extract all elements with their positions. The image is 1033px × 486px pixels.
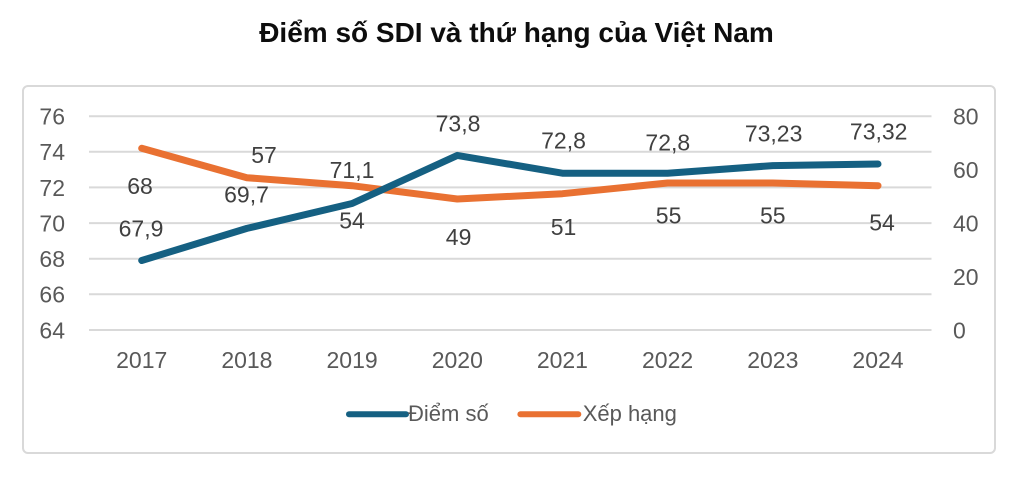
svg-text:20: 20 [953,264,979,290]
svg-text:72,8: 72,8 [541,127,586,153]
svg-text:2024: 2024 [852,347,903,373]
svg-text:73,23: 73,23 [745,120,803,146]
svg-text:71,1: 71,1 [330,157,375,183]
svg-text:2018: 2018 [221,347,272,373]
svg-text:2023: 2023 [747,347,798,373]
svg-text:51: 51 [551,214,577,240]
svg-text:73,32: 73,32 [850,119,908,145]
svg-text:2021: 2021 [537,347,588,373]
svg-text:2020: 2020 [432,347,483,373]
svg-text:54: 54 [339,208,365,234]
svg-text:80: 80 [953,104,979,130]
svg-text:2022: 2022 [642,347,693,373]
svg-text:66: 66 [39,282,65,308]
svg-text:68: 68 [127,173,153,199]
svg-text:55: 55 [760,203,786,229]
svg-text:60: 60 [953,157,979,183]
svg-text:54: 54 [869,209,895,235]
svg-text:76: 76 [39,104,65,130]
svg-text:2019: 2019 [327,347,378,373]
svg-text:72,8: 72,8 [645,130,690,156]
svg-text:0: 0 [953,317,966,343]
svg-text:2017: 2017 [116,347,167,373]
svg-text:72: 72 [39,175,65,201]
svg-text:70: 70 [39,210,65,236]
svg-text:73,8: 73,8 [436,110,481,136]
svg-text:Điểm số: Điểm số [408,401,489,426]
svg-text:57: 57 [251,142,277,168]
svg-text:40: 40 [953,210,979,236]
svg-text:69,7: 69,7 [224,181,269,207]
svg-text:55: 55 [656,203,682,229]
svg-text:68: 68 [39,246,65,272]
svg-text:74: 74 [39,139,65,165]
svg-text:64: 64 [39,317,65,343]
svg-text:Xếp hạng: Xếp hạng [583,401,677,426]
svg-text:49: 49 [446,224,472,250]
svg-text:67,9: 67,9 [119,215,164,241]
